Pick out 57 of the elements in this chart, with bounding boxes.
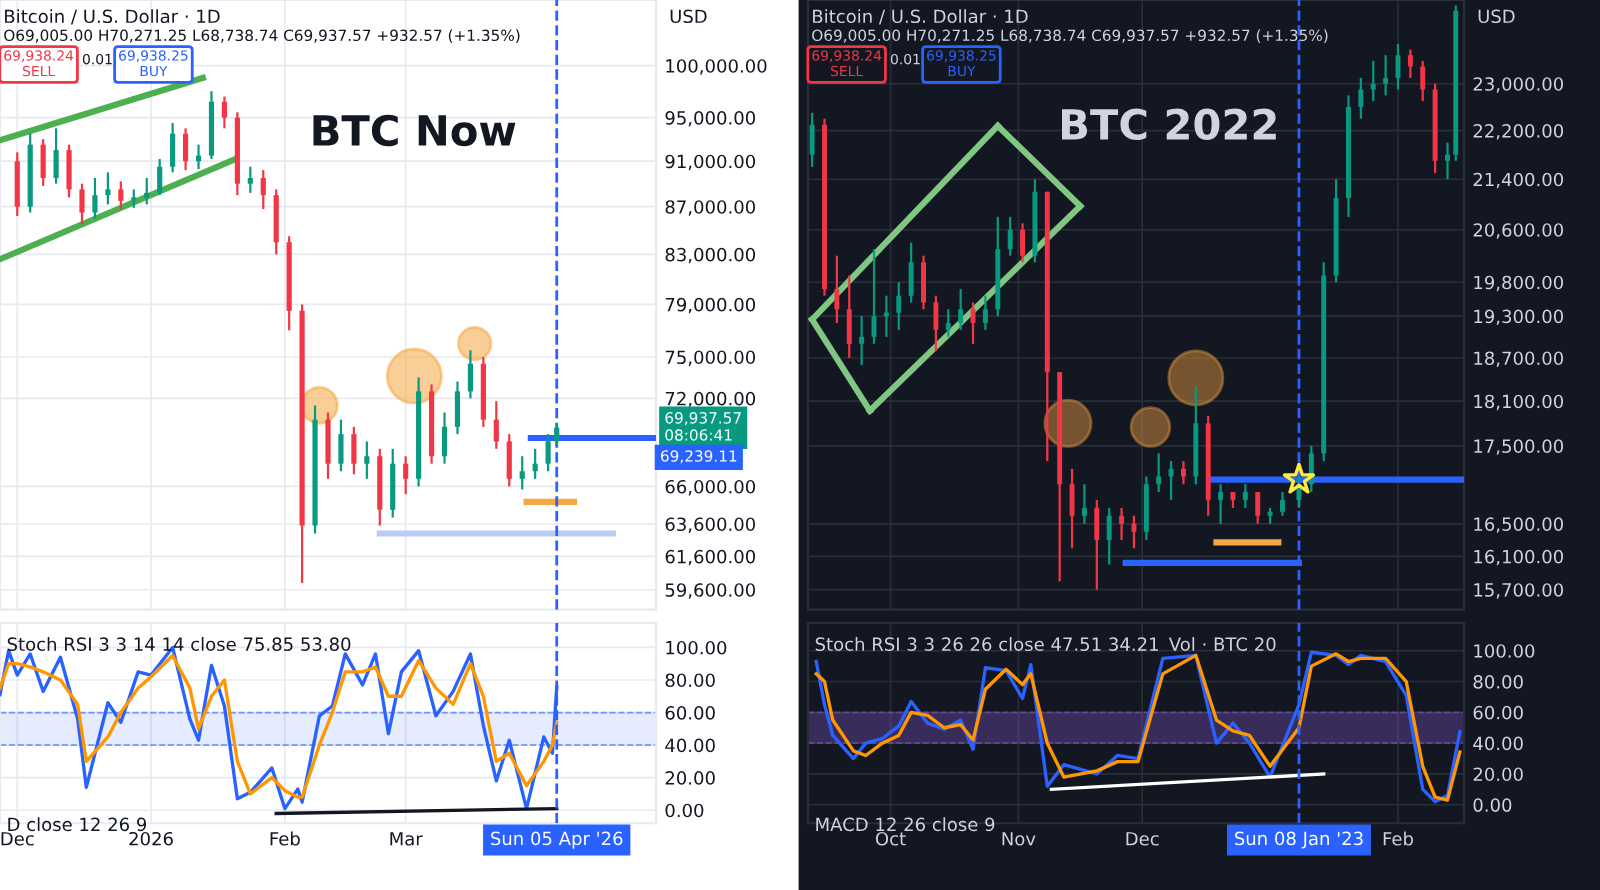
y-tick-label: 17,500.00 [1474,439,1564,455]
x-tick-label: Dec [1,832,34,846]
text: USD [670,9,707,24]
y-tick-label: 59,600.00 [665,583,756,599]
y-tick-label: 0.00 [665,803,704,818]
y-tick-label: 16,500.00 [1474,517,1564,533]
y-tick-label: 66,000.00 [665,479,756,496]
text: USD [1478,9,1515,24]
y-tick-label: 100.00 [1474,644,1535,658]
annotation: Vol · BTC 20 [1168,637,1276,651]
annotation: D close 12 26 9 [8,817,147,832]
y-tick-label: 21,400.00 [1473,172,1564,189]
y-tick-label: 83,000.00 [665,247,756,264]
annotation: Bitcoin / U.S. Dollar · 1D [813,9,1028,25]
annotation: Stoch RSI 3 3 14 14 close 75.85 53.80 [7,637,351,651]
y-tick-label: 19,800.00 [1474,275,1564,292]
y-tick-label: 18,100.00 [1474,394,1564,411]
annotation: MACD 12 26 close 9 [816,817,995,832]
y-tick-label: 72,000.00 [665,391,756,408]
y-tick-label: 20.00 [665,771,715,785]
x-tick-label: Oct [875,831,906,846]
x-tick-label: 2026 [129,831,173,846]
x-tick-label: Dec [1126,832,1159,846]
y-tick-label: 91,000.00 [665,154,756,171]
x-tick-label: Feb [270,831,300,846]
y-tick-label: 80.00 [1473,674,1523,689]
y-tick-label: 100,000.00 [666,59,767,75]
y-tick-label: 87,000.00 [665,200,756,216]
y-tick-label: 20.00 [1473,767,1523,782]
x-tick-label: Mar [390,832,423,846]
annotation: Stoch RSI 3 3 26 26 close 47.51 34.21 [815,637,1158,651]
y-tick-label: 95,000.00 [665,111,756,127]
text: BTC Now [313,114,516,147]
y-tick-label: 40.00 [665,738,715,753]
y-tick-label: 15,700.00 [1474,583,1564,599]
y-tick-label: 23,000.00 [1473,77,1564,93]
text: BTC 2022 [1062,108,1276,141]
x-tick-label: Feb [1383,831,1413,846]
y-tick-label: 60.00 [1473,705,1523,720]
ref-line-label: Sun 05 Apr '26 [491,831,623,849]
y-tick-label: 19,300.00 [1474,309,1564,326]
y-tick-label: 18,700.00 [1474,351,1564,367]
y-tick-label: 63,600.00 [665,517,756,533]
y-tick-label: 75,000.00 [665,350,756,366]
y-tick-label: 79,000.00 [665,297,756,314]
y-tick-label: 0.00 [1473,798,1512,812]
y-tick-label: 80.00 [665,673,715,688]
y-tick-label: 40.00 [1473,736,1523,751]
y-tick-label: 22,200.00 [1473,124,1564,140]
y-tick-label: 20,600.00 [1473,223,1564,239]
annotation: Bitcoin / U.S. Dollar · 1D [5,9,220,25]
y-tick-label: 60.00 [665,706,715,720]
y-tick-label: 16,100.00 [1474,549,1564,566]
ref-line-label: Sun 08 Jan '23 [1235,831,1363,849]
y-tick-label: 100.00 [666,640,727,655]
x-tick-label: Nov [1002,832,1036,846]
y-tick-label: 61,600.00 [665,549,756,566]
